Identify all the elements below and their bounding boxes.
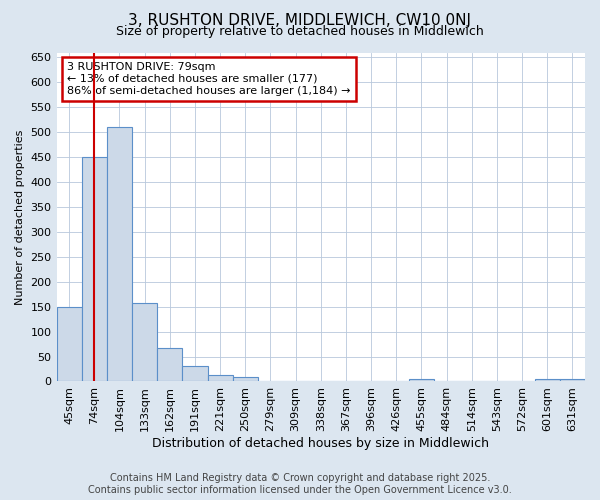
Bar [409, 379, 434, 382]
Text: 3, RUSHTON DRIVE, MIDDLEWICH, CW10 0NJ: 3, RUSHTON DRIVE, MIDDLEWICH, CW10 0NJ [128, 12, 472, 28]
Text: 3 RUSHTON DRIVE: 79sqm
← 13% of detached houses are smaller (177)
86% of semi-de: 3 RUSHTON DRIVE: 79sqm ← 13% of detached… [67, 62, 350, 96]
Text: Contains HM Land Registry data © Crown copyright and database right 2025.
Contai: Contains HM Land Registry data © Crown c… [88, 474, 512, 495]
X-axis label: Distribution of detached houses by size in Middlewich: Distribution of detached houses by size … [152, 437, 489, 450]
Bar [560, 379, 585, 382]
Bar [56, 306, 82, 382]
Bar [157, 348, 182, 382]
Bar [107, 128, 132, 382]
Bar [233, 378, 258, 382]
Bar [132, 302, 157, 382]
Bar [182, 366, 208, 382]
Text: Size of property relative to detached houses in Middlewich: Size of property relative to detached ho… [116, 25, 484, 38]
Bar [535, 380, 560, 382]
Bar [82, 157, 107, 382]
Bar [208, 375, 233, 382]
Y-axis label: Number of detached properties: Number of detached properties [15, 130, 25, 304]
